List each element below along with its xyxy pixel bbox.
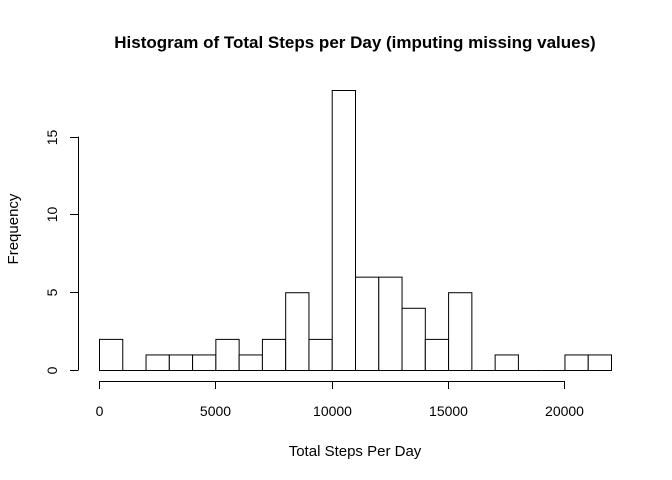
x-tick-label-3: 15000 — [429, 403, 468, 419]
histogram-bar-11 — [355, 276, 380, 371]
x-tick-label-0: 0 — [96, 403, 104, 419]
histogram-bar-20 — [564, 354, 589, 372]
histogram-bars — [99, 90, 613, 372]
x-tick-label-2: 10000 — [313, 403, 352, 419]
histogram-bar-4 — [192, 354, 217, 372]
histogram-bar-13 — [401, 307, 426, 371]
histogram-bar-15 — [448, 292, 473, 372]
histogram-bar-5 — [215, 338, 240, 371]
y-tick-label-1: 5 — [44, 288, 60, 296]
histogram-bar-3 — [168, 354, 194, 372]
y-tick-label-3: 15 — [44, 130, 60, 146]
histogram-bar-21 — [587, 354, 613, 372]
histogram-bar-9 — [308, 338, 333, 371]
histogram-bar-8 — [285, 292, 310, 372]
y-tick-label-0: 0 — [44, 366, 60, 374]
histogram-bar-0 — [99, 338, 124, 371]
histogram-bar-17 — [494, 354, 519, 372]
histogram-bar-10 — [331, 90, 356, 371]
x-tick-label-1: 5000 — [200, 403, 231, 419]
histogram-bar-14 — [424, 338, 450, 371]
x-axis: 0 5000 10000 15000 20000 — [96, 381, 584, 419]
histogram-bar-2 — [145, 354, 170, 372]
y-tick-label-2: 10 — [44, 207, 60, 223]
x-axis-label: Total Steps Per Day — [289, 443, 422, 460]
y-axis: 0 5 10 15 — [44, 130, 79, 374]
histogram-bar-12 — [378, 276, 403, 371]
x-tick-label-4: 20000 — [545, 403, 584, 419]
histogram-bar-6 — [238, 354, 263, 372]
histogram-bar-7 — [261, 338, 287, 371]
chart-title: Histogram of Total Steps per Day (imputi… — [114, 33, 595, 52]
y-axis-label: Frequency — [5, 193, 22, 264]
